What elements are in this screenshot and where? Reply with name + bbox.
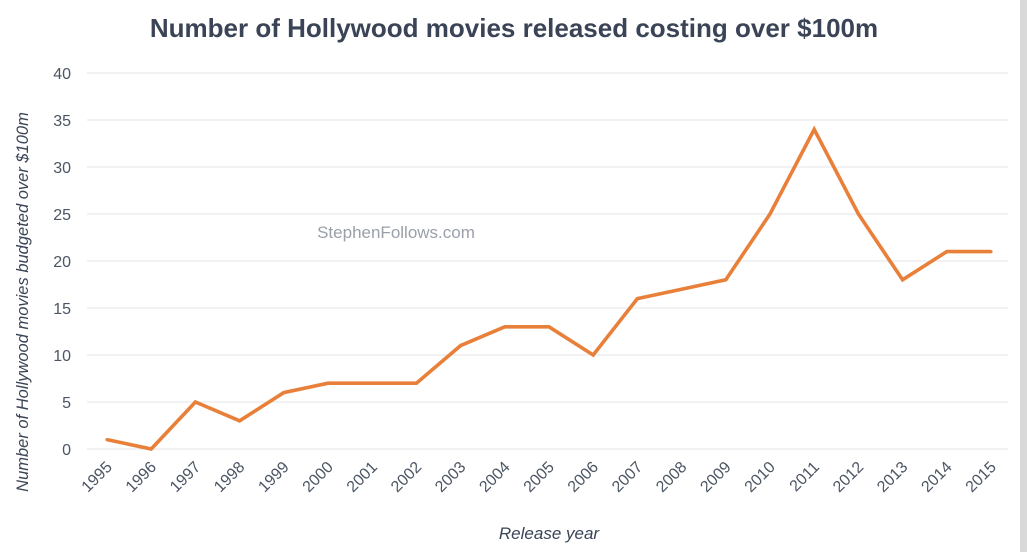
x-tick-label: 2002 xyxy=(388,459,425,496)
data-point xyxy=(282,391,286,395)
y-tick-label: 35 xyxy=(53,113,71,130)
x-tick-label: 2001 xyxy=(344,459,381,496)
data-point xyxy=(856,212,861,216)
data-point xyxy=(459,344,463,348)
x-tick-label: 1999 xyxy=(255,459,292,496)
x-tick-label: 2006 xyxy=(565,459,602,496)
y-tick-label: 15 xyxy=(53,301,71,318)
data-point xyxy=(680,287,684,291)
x-axis-ticks: 1995 1996 1997 1998 1999 2000 2001 2002 2003 2004… xyxy=(79,459,1000,496)
x-tick-label: 2009 xyxy=(697,459,734,496)
data-point xyxy=(591,353,595,357)
series-line xyxy=(106,125,991,451)
x-tick-label: 2007 xyxy=(609,459,646,496)
x-tick-label: 2014 xyxy=(918,459,955,496)
x-tick-label: 2008 xyxy=(653,459,690,496)
right-edge-strip xyxy=(1020,0,1027,552)
data-point xyxy=(945,250,949,254)
x-tick-label: 2003 xyxy=(432,459,469,496)
data-point xyxy=(635,297,640,301)
y-tick-label: 30 xyxy=(53,160,71,177)
x-tick-label: 2013 xyxy=(874,459,911,496)
x-tick-label: 1997 xyxy=(167,459,204,496)
x-axis-label: Release year xyxy=(499,524,601,543)
x-tick-label: 1996 xyxy=(123,459,160,496)
data-point xyxy=(193,400,197,404)
x-tick-label: 2004 xyxy=(476,459,513,496)
chart-title: Number of Hollywood movies released cost… xyxy=(150,13,878,43)
x-tick-label: 2000 xyxy=(300,459,337,496)
y-tick-label: 20 xyxy=(53,254,71,271)
data-point xyxy=(503,325,507,329)
y-tick-label: 10 xyxy=(53,348,71,365)
y-tick-label: 0 xyxy=(62,442,71,459)
data-point xyxy=(414,381,418,385)
x-tick-label: 1995 xyxy=(79,459,116,496)
data-point xyxy=(238,419,242,423)
x-tick-label: 2015 xyxy=(963,459,1000,496)
gridlines xyxy=(87,72,1008,450)
data-point xyxy=(989,250,993,254)
y-axis-ticks: 0 5 10 15 20 25 30 35 40 xyxy=(53,66,71,459)
watermark: StephenFollows.com xyxy=(317,223,475,242)
data-point xyxy=(149,447,153,451)
y-tick-label: 25 xyxy=(53,207,71,224)
data-point xyxy=(901,278,905,282)
y-axis-label: Number of Hollywood movies budgeted over… xyxy=(14,112,32,492)
data-point xyxy=(812,127,816,131)
data-point xyxy=(105,438,109,442)
y-tick-label: 5 xyxy=(62,395,71,412)
x-tick-label: 2011 xyxy=(787,459,823,495)
series-layer xyxy=(105,125,993,451)
x-tick-label: 2012 xyxy=(830,459,867,496)
x-tick-label: 2010 xyxy=(742,459,779,496)
y-tick-label: 40 xyxy=(53,66,71,83)
data-point xyxy=(370,381,374,385)
data-point xyxy=(326,381,330,385)
x-tick-label: 2005 xyxy=(521,459,558,496)
x-tick-label: 1998 xyxy=(211,459,248,496)
data-point xyxy=(547,325,551,329)
data-point xyxy=(724,278,728,282)
data-point xyxy=(768,212,772,216)
